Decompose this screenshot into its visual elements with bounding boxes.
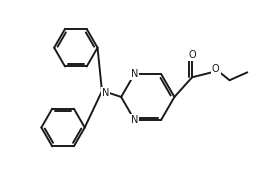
Text: O: O <box>212 64 219 74</box>
Text: O: O <box>188 50 196 60</box>
Text: N: N <box>131 69 138 79</box>
Text: N: N <box>102 88 109 98</box>
Text: N: N <box>131 115 138 125</box>
